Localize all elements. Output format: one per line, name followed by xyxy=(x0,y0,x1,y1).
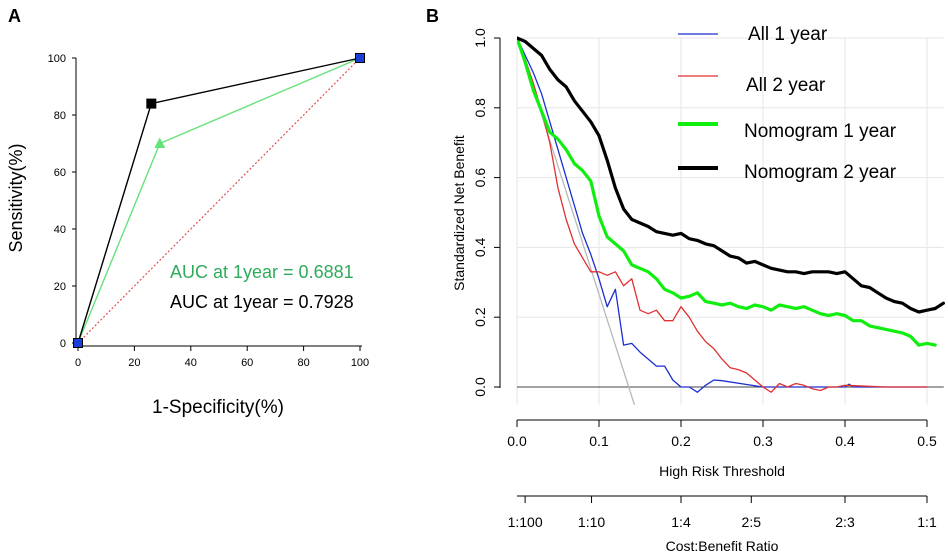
panel-b-x-tick-label: 0.5 xyxy=(917,433,937,449)
panel-a-x-tick-label: 20 xyxy=(128,357,140,369)
auc-annotation-black: AUC at 1year = 0.7928 xyxy=(170,292,354,312)
panel-b-legend: All 1 year All 2 year Nomogram 1 year No… xyxy=(678,24,897,183)
panel-a-x-label: 1-Specificity(%) xyxy=(152,397,284,418)
panel-a-y-tick-label: 100 xyxy=(48,53,66,65)
panel-b-series-nomogram-1-year xyxy=(517,36,937,347)
panel-b-series-all-2-year xyxy=(517,37,928,393)
panel-b-x-label: High Risk Threshold xyxy=(659,463,785,479)
panel-a-x-tick-label: 60 xyxy=(241,357,253,369)
panel-b-x-tick-label: 0.4 xyxy=(835,433,855,449)
panel-a-endpoint-blue xyxy=(74,339,82,347)
panel-a-y-tick-label: 40 xyxy=(54,224,66,236)
panel-b-series xyxy=(517,36,946,406)
panel-a-x-tick-label: 40 xyxy=(185,357,197,369)
panel-b-x2-tick-label: 1:4 xyxy=(671,514,691,530)
panel-a-point-auc-0-7928-curve xyxy=(146,98,157,109)
panel-b-x-tick-label: 0.3 xyxy=(753,433,773,449)
panel-b-series-all-1-year xyxy=(517,37,928,393)
legend-label-nomogram-1-year: Nomogram 1 year xyxy=(744,121,897,142)
panel-b-gridlines xyxy=(516,37,944,405)
panel-b-y-tick-label: 0.0 xyxy=(472,377,488,397)
panel-b-x2-tick-label: 2:5 xyxy=(742,514,762,530)
panel-b-series-nomogram-2-year xyxy=(517,36,946,314)
auc-annotation-green: AUC at 1year = 0.6881 xyxy=(170,262,354,282)
panel-b-x2-tick-label: 1:100 xyxy=(508,514,543,530)
panel-b-decision-curve: B 0.0 0.2 0.4 0.6 0.8 1.0 0.0 0.1 0.2 0.3 0.4 0.5 1:… xyxy=(426,6,946,554)
panel-b-x2-tick-label: 1:1 xyxy=(917,514,937,530)
legend-label-all-1-year: All 1 year xyxy=(748,24,828,45)
panel-b-x-tick-label: 0.0 xyxy=(507,433,527,449)
panel-b-x2-label: Cost:Benefit Ratio xyxy=(666,538,779,554)
panel-a-endpoint-blue xyxy=(356,54,364,62)
legend-label-all-2-year: All 2 year xyxy=(746,75,826,96)
panel-b-y-tick-label: 0.4 xyxy=(472,237,488,257)
legend-label-nomogram-2-year: Nomogram 2 year xyxy=(744,162,897,183)
panel-b-y-tick-label: 0.8 xyxy=(472,98,488,118)
panel-a-ticks: 0 20 40 60 80 100 0 20 40 60 80 100 xyxy=(48,53,370,369)
panel-b-y-tick-label: 0.6 xyxy=(472,168,488,188)
panel-b-y-tick-label: 1.0 xyxy=(472,28,488,48)
panel-b-x2-tick-label: 2:3 xyxy=(835,514,855,530)
panel-a-y-label: Sensitivity(%) xyxy=(6,143,26,252)
panel-b-y-label: Standardized Net Benefit xyxy=(451,135,467,291)
panel-b-x2-tick-label: 1:10 xyxy=(578,514,605,530)
panel-b-y-tick-label: 0.2 xyxy=(472,307,488,327)
panel-a-series-reference xyxy=(77,57,361,344)
panel-a-roc: A 0 20 40 60 80 100 0 20 40 60 80 100 Sensitivity(%… xyxy=(6,6,369,418)
panel-a-markers xyxy=(73,53,365,348)
panel-a-y-tick-label: 20 xyxy=(54,281,66,293)
panel-b-ticks: 0.0 0.2 0.4 0.6 0.8 1.0 0.0 0.1 0.2 0.3 0.4 0.5 1:10… xyxy=(472,28,937,530)
panel-b-x-tick-label: 0.2 xyxy=(671,433,691,449)
panel-b-plot-area xyxy=(517,36,946,406)
panel-a-y-tick-label: 0 xyxy=(60,338,66,350)
panel-a-point-auc-0-6881-curve xyxy=(154,137,166,148)
panel-b-label: B xyxy=(426,6,439,26)
panel-a-label: A xyxy=(8,6,21,26)
panel-a-x-tick-label: 100 xyxy=(351,357,369,369)
panel-a-y-tick-label: 80 xyxy=(54,110,66,122)
panel-a-x-tick-label: 80 xyxy=(297,357,309,369)
panel-b-x-tick-label: 0.1 xyxy=(589,433,609,449)
panel-a-y-tick-label: 60 xyxy=(54,167,66,179)
panel-a-x-tick-label: 0 xyxy=(75,357,81,369)
